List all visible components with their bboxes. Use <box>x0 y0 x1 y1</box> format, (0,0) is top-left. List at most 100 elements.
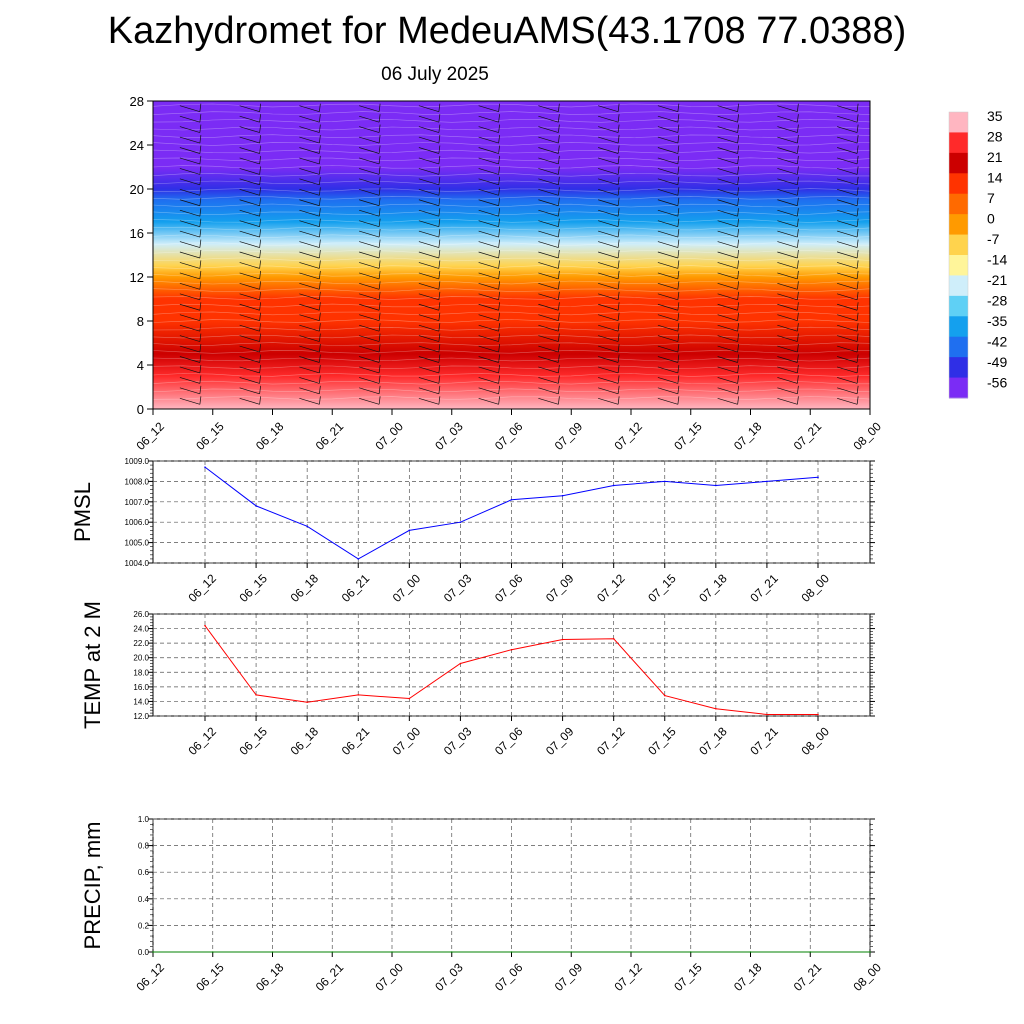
wind-barb-flag <box>856 155 859 164</box>
wind-barb <box>598 230 619 238</box>
wind-barb <box>359 377 380 384</box>
wind-barb <box>478 147 499 154</box>
colorbar-label: 14 <box>987 170 1003 186</box>
wind-barb <box>657 230 678 238</box>
wind-barb <box>837 283 858 290</box>
wind-barb-flag <box>617 344 620 353</box>
wind-barb-flag <box>199 229 202 238</box>
wind-barb <box>478 303 499 311</box>
contour-line <box>152 288 871 293</box>
wind-barb <box>239 387 260 395</box>
wind-barb <box>478 178 499 186</box>
wind-barb-flag <box>797 114 799 123</box>
colorbar-band <box>949 295 968 317</box>
wind-barb <box>299 157 320 165</box>
wind-barb <box>418 387 439 395</box>
wind-barb-flag <box>438 344 441 353</box>
contour-line <box>152 180 871 185</box>
wind-barb-flag <box>438 312 441 321</box>
wind-barb-flag <box>677 124 680 133</box>
wind-barb <box>598 262 619 269</box>
temp-y-tick-label: 22.0 <box>133 639 149 648</box>
wind-barb-flag <box>797 333 799 342</box>
wind-barb <box>538 272 559 280</box>
wind-barb-flag <box>319 166 321 175</box>
temp-y-tick-label: 20.0 <box>133 654 149 663</box>
wind-barb <box>359 220 380 227</box>
wind-barb <box>837 220 858 227</box>
wind-barb-flag <box>498 333 500 342</box>
wind-barb-flag <box>378 364 381 373</box>
wind-barb-flag <box>797 166 799 175</box>
wind-barb-flag <box>797 291 799 300</box>
wind-barb-flag <box>797 385 799 394</box>
wind-barb-flag <box>378 249 381 259</box>
wind-barb <box>179 105 200 113</box>
wind-barb-flag <box>558 333 560 342</box>
precip-point <box>391 951 393 953</box>
temp-x-tick-label: 07_09 <box>543 724 577 758</box>
wind-barb <box>478 335 499 342</box>
wind-barb-flag <box>856 344 859 353</box>
wind-barb-flag <box>378 145 381 154</box>
x-tick-label: 06_15 <box>193 419 227 453</box>
wind-barb-flag <box>199 145 202 154</box>
wind-barb <box>717 303 738 311</box>
wind-barb <box>837 335 858 342</box>
wind-barb <box>179 324 200 332</box>
temp-x-tick-label: 07_18 <box>696 724 730 758</box>
wind-barb-flag <box>797 312 799 321</box>
wind-barb-flag <box>677 344 680 353</box>
wind-barb-flag <box>617 302 620 311</box>
wind-barb <box>657 366 678 374</box>
wind-barb <box>657 293 678 301</box>
wind-barb <box>598 241 619 248</box>
wind-barb <box>717 283 738 290</box>
wind-barb-flag <box>558 385 560 394</box>
colorbar-label: 21 <box>987 149 1003 165</box>
wind-barb <box>179 147 200 154</box>
wind-barb <box>179 230 200 238</box>
wind-barb-flag <box>737 229 739 238</box>
pmsl-point <box>561 494 564 497</box>
colorbar-band <box>949 173 968 195</box>
temp-point <box>510 648 513 651</box>
wind-barb <box>777 324 798 332</box>
wind-barb-flag <box>259 249 261 259</box>
wind-barb-flag <box>617 218 620 227</box>
wind-barb <box>657 241 678 248</box>
pmsl-y-tick-label: 1008.0 <box>125 477 150 486</box>
wind-barb-flag <box>438 124 441 133</box>
wind-barb-flag <box>617 270 620 279</box>
x-tick-label: 06_18 <box>253 419 287 453</box>
wind-barb <box>179 366 200 374</box>
wind-barb-flag <box>737 344 739 353</box>
wind-barb <box>837 147 858 154</box>
wind-barb-flag <box>199 344 202 353</box>
wind-barb <box>299 272 320 280</box>
wind-barb-flag <box>617 166 620 175</box>
wind-barb-flag <box>797 375 799 384</box>
wind-barb <box>598 178 619 186</box>
wind-barb <box>179 126 200 133</box>
x-tick-label: 07_12 <box>611 419 645 453</box>
pmsl-x-tick-label: 07_09 <box>543 571 577 605</box>
contour-line <box>152 326 871 331</box>
wind-barb <box>777 168 798 175</box>
wind-barb <box>777 115 798 123</box>
wind-barb <box>837 356 858 363</box>
contour-line <box>152 380 870 385</box>
wind-barb-flag <box>378 114 381 123</box>
wind-barb <box>299 136 320 144</box>
wind-barb <box>299 262 320 269</box>
precip-x-tick-label: 07_18 <box>731 960 765 994</box>
wind-barb <box>359 241 380 248</box>
wind-barb <box>299 387 320 395</box>
wind-barb <box>598 356 619 363</box>
wind-barb-flag <box>259 375 261 384</box>
colorbar-label: -7 <box>987 231 1000 247</box>
wind-barb-flag <box>378 208 381 217</box>
wind-barb-flag <box>319 364 321 373</box>
wind-barb-flag <box>737 145 739 154</box>
wind-barb <box>837 262 858 269</box>
